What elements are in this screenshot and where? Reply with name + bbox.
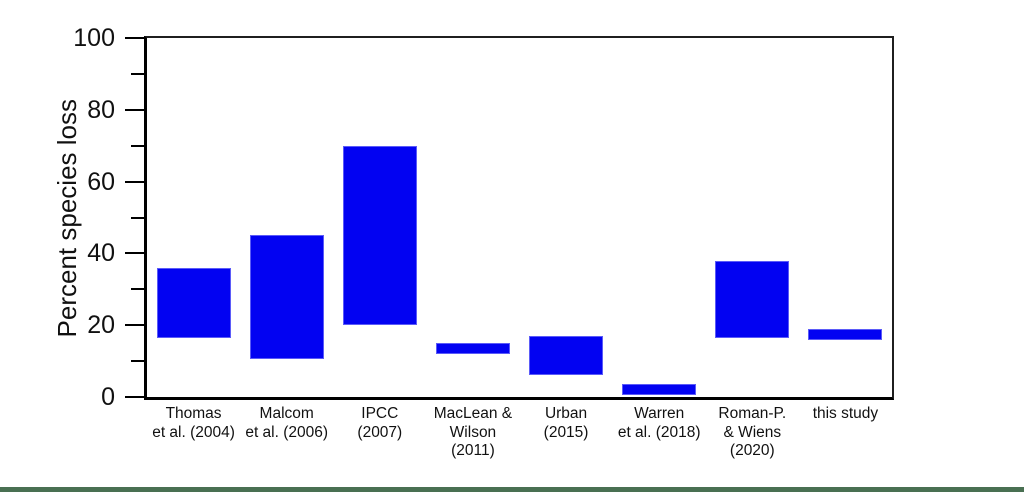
bar-slot <box>147 38 240 397</box>
bar-slot <box>520 38 613 397</box>
x-category-label: Malcom et al. (2006) <box>245 405 329 441</box>
y-minor-tick <box>131 216 144 219</box>
x-category-label: Urban (2015) <box>543 405 589 441</box>
x-axis-labels: Thomas et al. (2004) Malcom et al. (2006)… <box>147 405 892 461</box>
y-axis-title: Percent species loss <box>48 36 86 400</box>
range-bar <box>342 145 417 326</box>
x-category-label: MacLean & Wilson (2011) <box>433 405 513 459</box>
bar-slot <box>613 38 706 397</box>
range-bar <box>808 328 883 340</box>
y-major-tick <box>125 324 144 327</box>
x-category-label: Warren et al. (2018) <box>617 405 701 441</box>
y-major-tick <box>125 252 144 255</box>
range-bar <box>249 235 324 360</box>
x-category-label: Thomas et al. (2004) <box>152 405 235 441</box>
plot-frame <box>144 36 894 400</box>
range-bar <box>715 260 790 338</box>
y-major-tick <box>125 37 144 39</box>
y-minor-tick <box>131 288 144 291</box>
y-axis-title-text: Percent species loss <box>51 98 82 338</box>
plot-area: 0 20 40 60 80 100 <box>73 24 894 411</box>
y-tick-label: 40 <box>87 239 115 268</box>
range-bar <box>529 335 604 376</box>
bar-slot <box>799 38 892 397</box>
y-tick-label: 100 <box>73 24 115 52</box>
x-category-label: this study <box>812 405 879 422</box>
y-tick-label: 60 <box>87 167 115 196</box>
bar-slot <box>333 38 426 397</box>
footer-accent-bar <box>0 487 1024 492</box>
y-minor-tick <box>131 72 144 75</box>
x-category-label: IPCC (2007) <box>357 405 403 441</box>
bar-slot <box>240 38 333 397</box>
y-major-tick <box>125 108 144 111</box>
y-tick-label: 0 <box>101 383 115 411</box>
y-ticks-layer: 0 20 40 60 80 100 <box>73 24 892 411</box>
y-tick-label: 80 <box>87 95 115 124</box>
y-major-tick <box>125 180 144 183</box>
bars-layer <box>147 38 892 397</box>
range-bar <box>435 343 510 354</box>
range-bar <box>156 267 231 338</box>
range-bar <box>622 384 697 396</box>
y-tick-label: 20 <box>87 311 115 340</box>
y-minor-tick <box>131 360 144 363</box>
bar-slot <box>426 38 519 397</box>
y-major-tick <box>125 396 144 398</box>
x-category-label: Roman-P. & Wiens (2020) <box>718 405 787 459</box>
bar-slot <box>706 38 799 397</box>
y-minor-tick <box>131 144 144 147</box>
